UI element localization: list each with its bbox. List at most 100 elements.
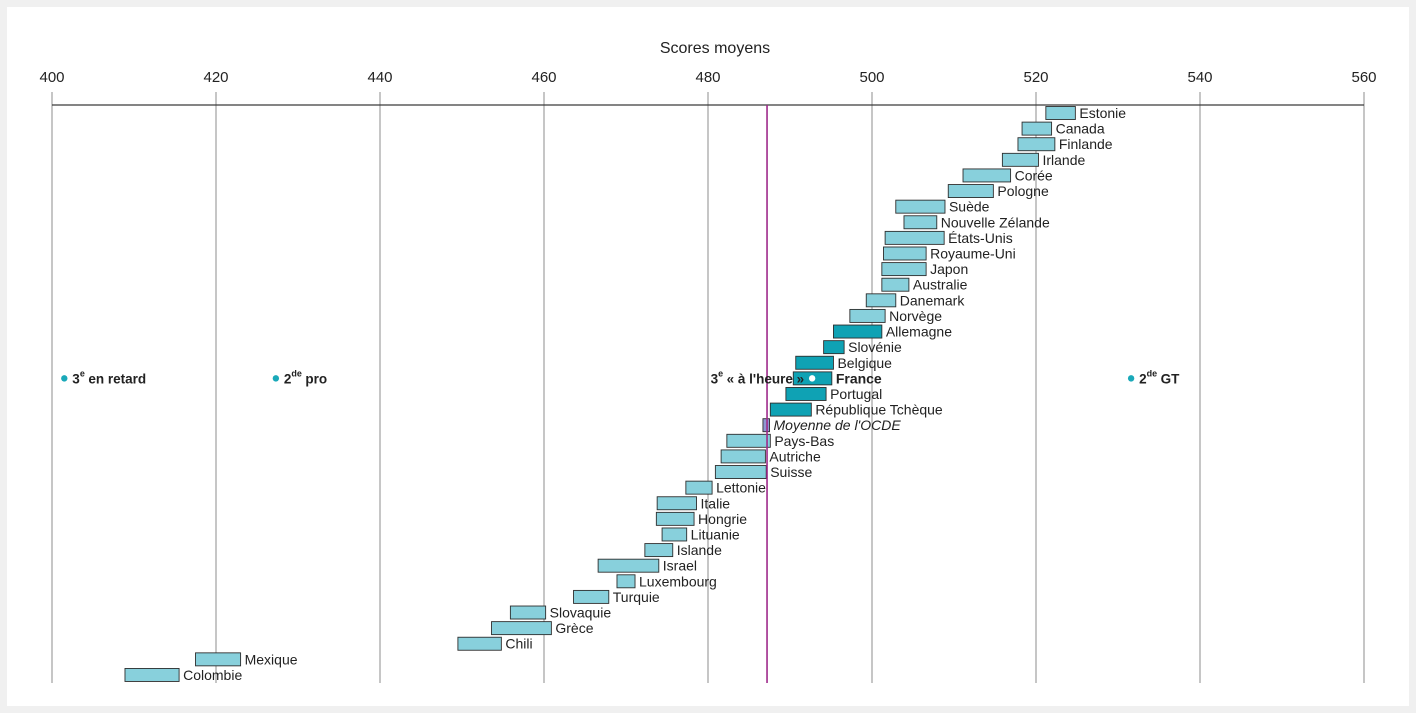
- bar-label-danemark: Danemark: [900, 292, 966, 308]
- bar-label-israel: Israel: [663, 558, 697, 574]
- bar-slovenie: [823, 340, 845, 355]
- point-label-text: GT: [1161, 371, 1181, 386]
- bar-grece: [491, 621, 552, 636]
- point-label-number: 2: [284, 371, 292, 386]
- point-label-number: 2: [1139, 371, 1147, 386]
- bar-belgique: [795, 355, 834, 370]
- bar-australie: [881, 277, 910, 292]
- bar-nouvelle-zelande: [903, 215, 938, 230]
- bar-suisse: [714, 465, 767, 479]
- bar-label-islande: Islande: [677, 542, 722, 558]
- bar-label-pologne: Pologne: [997, 183, 1049, 199]
- point-label: 3e « à l'heure »: [711, 368, 805, 386]
- bar-label-royaume-uni: Royaume-Uni: [930, 245, 1016, 261]
- bar-islande: [644, 543, 674, 558]
- bar-label-lituanie: Lituanie: [691, 526, 740, 542]
- bar-mexique: [195, 652, 242, 667]
- point-marker: [1127, 375, 1135, 382]
- bar-label-mexique: Mexique: [245, 651, 298, 667]
- bar-label-turquie: Turquie: [613, 589, 660, 605]
- bar-label-estonie: Estonie: [1079, 105, 1126, 121]
- bar-label-portugal: Portugal: [830, 386, 882, 402]
- bar-label-suede: Suède: [949, 199, 990, 215]
- bar-label-nouvelle-zelande: Nouvelle Zélande: [941, 214, 1050, 230]
- point-label-number: 3: [72, 371, 80, 386]
- point-label: 2de pro: [284, 368, 327, 386]
- bar-autriche: [720, 449, 766, 464]
- bar-label-japon: Japon: [930, 261, 968, 277]
- bar-israel: [597, 558, 660, 573]
- x-tick-label: 500: [859, 69, 884, 86]
- bar-allemagne: [833, 324, 883, 339]
- bar-label-moyenne-de-l-ocde: Moyenne de l'OCDE: [774, 417, 902, 433]
- bar-label-chili: Chili: [505, 636, 532, 652]
- point-label-superscript: de: [1147, 368, 1158, 378]
- bar-label-canada: Canada: [1056, 121, 1105, 137]
- bar-italie: [656, 496, 697, 511]
- bar-label-belgique: Belgique: [837, 355, 892, 371]
- x-tick-label: 520: [1023, 69, 1048, 86]
- x-tick-label: 400: [39, 69, 64, 86]
- x-tick-label: 560: [1351, 69, 1376, 86]
- bar-luxembourg: [616, 574, 636, 589]
- x-tick-label: 480: [695, 69, 720, 86]
- point-label-text: en retard: [88, 371, 146, 386]
- bar-estonie: [1045, 106, 1076, 120]
- bar-label-lettonie: Lettonie: [716, 480, 766, 496]
- point-label: 3e en retard: [72, 368, 146, 386]
- bar-pays-bas: [726, 433, 771, 448]
- bar-label-etats-unis: États-Unis: [948, 230, 1013, 246]
- bar-finlande: [1017, 137, 1056, 152]
- bar-hongrie: [655, 511, 695, 526]
- bar-turquie: [573, 589, 610, 604]
- point-label-number: 3: [711, 371, 719, 386]
- bar-danemark: [865, 293, 897, 308]
- bar-label-coree: Corée: [1015, 167, 1053, 183]
- bar-norvege: [849, 308, 886, 323]
- bar-labels: EstonieCanadaFinlandeIrlandeCoréePologne…: [183, 105, 1126, 683]
- bar-label-australie: Australie: [913, 277, 968, 293]
- bar-pologne: [947, 184, 994, 199]
- bar-label-luxembourg: Luxembourg: [639, 573, 717, 589]
- x-axis: 400 420 440 460 480 500 520 540 560: [39, 69, 1377, 106]
- bar-irlande: [1001, 152, 1039, 167]
- point-marker: [61, 375, 68, 382]
- point-label-superscript: de: [291, 368, 302, 378]
- x-tick-label: 540: [1187, 69, 1212, 86]
- bar-etats-unis: [884, 230, 945, 245]
- x-tick-label: 460: [531, 69, 556, 86]
- bar-coree: [962, 168, 1012, 183]
- bar-label-grece: Grèce: [555, 620, 593, 636]
- bar-republique-tcheque: [769, 402, 812, 417]
- bar-label-pays-bas: Pays-Bas: [774, 433, 834, 449]
- bar-label-italie: Italie: [701, 495, 731, 511]
- bar-label-allemagne: Allemagne: [886, 324, 952, 340]
- bar-slovaquie: [509, 605, 547, 620]
- point-label-text: « à l'heure »: [727, 371, 805, 386]
- bar-suede: [895, 199, 946, 214]
- bar-label-suisse: Suisse: [770, 464, 812, 480]
- bar-lettonie: [685, 480, 713, 495]
- point-marker: [808, 375, 816, 382]
- bar-canada: [1021, 121, 1053, 136]
- x-axis-title: Scores moyens: [660, 40, 770, 57]
- bar-moyenne-de-l-ocde: [762, 418, 770, 433]
- bar-lituanie: [661, 527, 688, 542]
- gridlines: [51, 92, 1365, 683]
- bar-portugal: [785, 387, 827, 401]
- bar-label-autriche: Autriche: [769, 448, 821, 464]
- bar-chili: [457, 636, 502, 651]
- bar-japon: [881, 262, 927, 277]
- bars: [124, 106, 1076, 682]
- point-marker: [272, 375, 280, 382]
- x-tick-label: 440: [367, 69, 392, 86]
- bar-label-republique-tcheque: République Tchèque: [815, 402, 943, 418]
- bar-label-hongrie: Hongrie: [698, 511, 747, 527]
- point-label-text: pro: [305, 371, 327, 386]
- bar-label-norvege: Norvège: [889, 308, 942, 324]
- points: 3e en retard 2de pro 3e « à l'heure » 2de GT: [61, 368, 1180, 386]
- bar-label-france: France: [836, 370, 882, 386]
- bar-royaume-uni: [883, 246, 927, 261]
